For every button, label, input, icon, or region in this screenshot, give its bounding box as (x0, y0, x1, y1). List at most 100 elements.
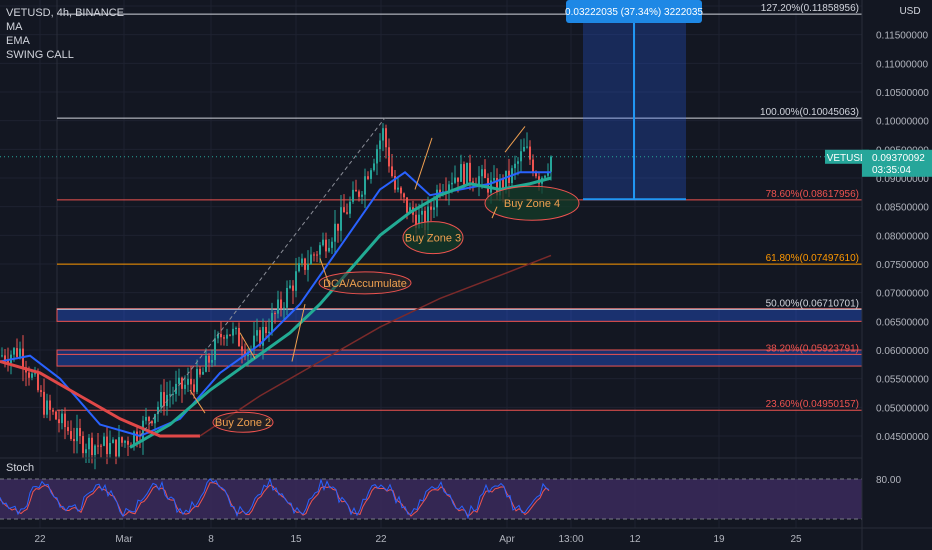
stoch-k-line (0, 477, 550, 520)
candle-body (328, 247, 330, 252)
candle-body (40, 390, 42, 392)
candle-body (307, 264, 309, 270)
candle-body (196, 368, 198, 392)
candle-body (481, 169, 483, 177)
candle-body (148, 417, 150, 422)
candle-body (283, 307, 285, 309)
candles (1, 123, 552, 470)
candle-body (310, 254, 312, 265)
symbol-title[interactable]: VETUSD, 4h, BINANCE (6, 7, 124, 19)
fib-label: 38.20%(0.05923791) (766, 343, 859, 354)
candle-body (532, 159, 534, 173)
candle-body (1, 355, 3, 357)
candle-body (187, 378, 189, 385)
candle-body (529, 146, 531, 160)
candle-body (232, 328, 234, 336)
candle-body (391, 166, 393, 177)
candle-body (361, 194, 363, 197)
candle-body (268, 331, 270, 334)
candle-body (202, 371, 204, 375)
candle-body (199, 368, 201, 375)
swing-arrow (291, 304, 306, 362)
price-tick-label: 0.05000000 (876, 403, 929, 414)
candle-body (430, 206, 432, 210)
candle-body (319, 245, 321, 255)
candle-body (46, 400, 48, 415)
candle-body (181, 377, 183, 389)
price-tick-label: 0.06500000 (876, 317, 929, 328)
price-tick-label: 0.05500000 (876, 375, 929, 386)
candle-body (4, 355, 6, 361)
fib-levels: 127.20%(0.11858956) 100.00%(0.10045063) 78… (57, 3, 862, 411)
candle-body (454, 177, 456, 183)
candle-body (427, 206, 429, 231)
candle-body (61, 413, 63, 424)
candle-body (277, 299, 279, 314)
candle-body (550, 156, 552, 172)
candle-body (418, 214, 420, 229)
chart-legend: VETUSD, 4h, BINANCE MA EMA SWING CALL (6, 6, 124, 62)
price-axis-bg (862, 0, 932, 550)
candle-body (280, 299, 282, 309)
candle-body (493, 177, 495, 181)
candle-body (400, 187, 402, 194)
candle-body (373, 163, 375, 171)
candle-body (112, 439, 114, 443)
indicator-ma[interactable]: MA (6, 21, 23, 33)
candle-body (325, 239, 327, 252)
candle-body (34, 373, 36, 375)
fib-label: 78.60%(0.08617956) (766, 189, 859, 200)
stoch-label[interactable]: Stoch (6, 462, 35, 474)
candle-body (157, 406, 159, 415)
candle-body (79, 428, 81, 437)
measure-tool[interactable]: 0.03222035 (37.34%) 3222035 (565, 0, 703, 201)
candle-body (316, 254, 318, 256)
measure-label: 0.03222035 (37.34%) 3222035 (565, 7, 703, 18)
candle-body (115, 439, 117, 457)
price-tick-label: 0.06000000 (876, 346, 929, 357)
candle-body (13, 348, 15, 355)
candle-body (145, 417, 147, 421)
candle-body (31, 373, 33, 378)
candle-body (409, 207, 411, 213)
price-tag-countdown: 03:35:04 (872, 165, 911, 176)
candle-body (355, 189, 357, 192)
candle-body (52, 409, 54, 412)
candle-body (334, 223, 336, 242)
annotation-ellipse (318, 271, 412, 295)
candle-body (406, 197, 408, 213)
fib-label: 61.80%(0.07497610) (766, 253, 859, 264)
swing-arrow (504, 126, 526, 153)
candle-body (82, 436, 84, 454)
candle-body (349, 201, 351, 214)
candle-body (496, 177, 498, 196)
annotation-label: Buy Zone 2 (215, 417, 271, 429)
swing-arrow (414, 137, 433, 190)
price-tag (862, 149, 932, 177)
candle-body (385, 128, 387, 148)
candle-body (520, 151, 522, 162)
candle-body (43, 391, 45, 415)
fib-label: 50.00%(0.06710701) (766, 298, 859, 309)
candle-body (124, 440, 126, 443)
candle-body (514, 163, 516, 169)
candle-body (211, 360, 213, 363)
indicator-ema[interactable]: EMA (6, 35, 30, 47)
support-zone (56, 308, 863, 322)
candle-body (337, 223, 339, 231)
candle-body (142, 420, 144, 442)
candle-body (286, 288, 288, 308)
candle-body (346, 212, 348, 214)
ema-fast-line (0, 170, 551, 438)
stoch-band (0, 479, 862, 519)
candle-body (301, 258, 303, 264)
ma-slow-line (0, 360, 200, 438)
candle-body (415, 214, 417, 229)
candle-body (505, 170, 507, 190)
indicator-swing-call[interactable]: SWING CALL (6, 49, 74, 61)
candle-body (256, 330, 258, 336)
annotation-label: Buy Zone 3 (405, 233, 461, 245)
candle-body (469, 162, 471, 182)
